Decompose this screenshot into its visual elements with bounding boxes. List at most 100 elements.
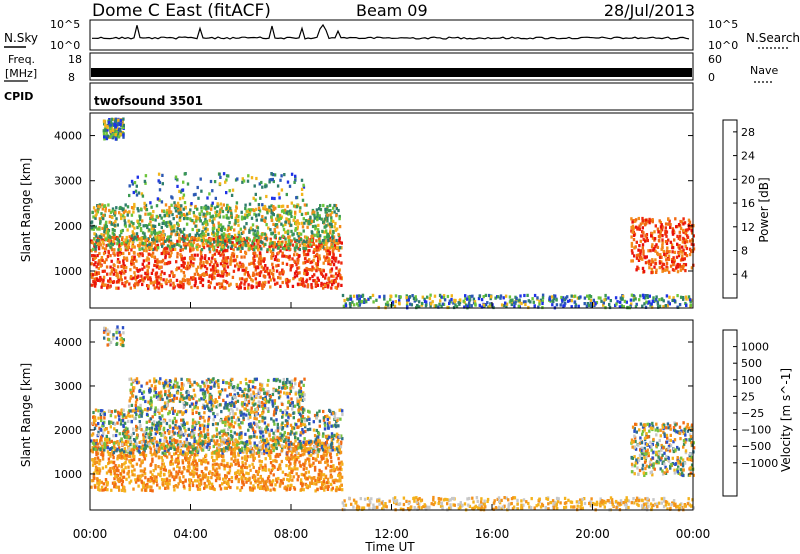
power-scatter-cell xyxy=(655,270,658,274)
velocity-scatter-cell xyxy=(204,459,208,464)
power-scatter-cell xyxy=(255,285,258,289)
power-scatter-cell xyxy=(671,230,674,234)
power-scatter-cell xyxy=(194,233,197,237)
power-scatter-cell xyxy=(160,225,163,230)
velocity-scatter-cell xyxy=(276,422,279,426)
velocity-scatter-cell xyxy=(236,486,239,490)
power-scatter-cell xyxy=(92,206,96,210)
power-scatter-cell xyxy=(295,274,299,278)
power-scatter-cell xyxy=(229,240,232,244)
velocity-scatter-cell xyxy=(135,462,139,466)
power-scatter-cell xyxy=(279,216,282,220)
velocity-scatter-cell xyxy=(308,441,311,445)
power-scatter-cell xyxy=(586,302,589,306)
power-scatter-cell xyxy=(225,234,228,238)
power-scatter-cell xyxy=(643,223,647,227)
power-scatter-cell xyxy=(204,234,207,238)
velocity-scatter-cell xyxy=(258,459,261,463)
power-scatter-cell xyxy=(645,221,648,225)
power-scatter-cell xyxy=(150,224,153,228)
power-scatter-cell xyxy=(455,305,459,309)
power-scatter-cell xyxy=(268,248,272,252)
power-scatter-cell xyxy=(277,217,281,222)
power-scatter-cell xyxy=(222,215,225,219)
power-scatter-cell xyxy=(101,203,104,207)
power-scatter-cell xyxy=(666,304,669,308)
power-scatter-cell xyxy=(511,300,514,304)
power-scatter-cell xyxy=(292,204,296,208)
velocity-scatter-cell xyxy=(101,466,105,470)
power-scatter-cell xyxy=(553,294,556,298)
power-scatter-cell xyxy=(663,268,666,272)
power-scatter-cell xyxy=(331,260,334,264)
power-scatter-cell xyxy=(195,219,198,223)
power-scatter-cell xyxy=(253,184,256,188)
velocity-scatter-cell xyxy=(247,448,250,453)
velocity-scatter-cell xyxy=(302,488,305,492)
power-scatter-cell xyxy=(279,276,282,280)
power-scatter-cell xyxy=(300,282,304,286)
power-scatter-cell xyxy=(126,239,129,243)
power-scatter-cell xyxy=(316,232,320,236)
velocity-scatter-cell xyxy=(319,472,322,476)
power-scatter-cell xyxy=(683,252,687,256)
velocity-scatter-cell xyxy=(301,483,304,487)
power-scatter-cell xyxy=(306,238,309,242)
velocity-scatter-cell xyxy=(163,472,166,476)
power-scatter-cell xyxy=(635,240,638,244)
velocity-scatter-cell xyxy=(260,479,264,483)
power-scatter-cell xyxy=(117,248,120,252)
power-scatter-cell xyxy=(313,273,316,277)
power-scatter-cell xyxy=(168,209,171,213)
power-scatter-cell xyxy=(176,255,179,259)
velocity-scatter-cell xyxy=(217,476,220,480)
power-scatter-cell xyxy=(135,259,138,263)
velocity-scatter-cell xyxy=(295,447,299,451)
power-scatter-cell xyxy=(499,294,503,298)
power-scatter-cell xyxy=(290,172,294,176)
power-scatter-cell xyxy=(120,241,124,245)
power-scatter-cell xyxy=(671,258,674,262)
velocity-scatter-cell xyxy=(264,463,267,467)
power-scatter-cell xyxy=(324,210,327,214)
power-scatter-cell xyxy=(208,218,211,223)
velocity-scatter-cell xyxy=(249,445,252,449)
power-scatter-cell xyxy=(471,294,474,298)
power-scatter-cell xyxy=(118,234,122,238)
power-scatter-cell xyxy=(257,248,260,252)
velocity-scatter-cell xyxy=(202,472,205,476)
power-scatter-cell xyxy=(98,240,101,244)
velocity-scatter-cell xyxy=(176,485,179,489)
power-scatter-cell xyxy=(110,259,113,263)
power-scatter-cell xyxy=(315,215,319,219)
power-scatter-cell xyxy=(510,302,513,307)
velocity-scatter-cell xyxy=(139,464,142,468)
power-scatter-cell xyxy=(235,284,239,288)
velocity-scatter-cell xyxy=(299,482,303,486)
velocity-scatter-cell xyxy=(167,442,170,446)
power-scatter-cell xyxy=(250,176,254,180)
power-scatter-cell xyxy=(574,304,577,309)
power-scatter-cell xyxy=(646,301,650,305)
velocity-scatter-cell xyxy=(198,474,201,478)
power-scatter-cell xyxy=(367,297,370,301)
velocity-scatter-cell xyxy=(331,486,334,490)
velocity-scatter-cell xyxy=(328,453,332,457)
velocity-scatter-cell xyxy=(122,453,125,457)
power-scatter-cell xyxy=(141,231,145,235)
power-scatter-cell xyxy=(672,296,675,300)
power-scatter-cell xyxy=(641,243,645,247)
power-scatter-cell xyxy=(246,213,249,217)
power-scatter-cell xyxy=(199,257,202,261)
power-scatter-cell xyxy=(209,179,213,184)
power-scatter-cell xyxy=(293,259,296,263)
power-scatter-cell xyxy=(100,258,103,262)
power-scatter-cell xyxy=(132,256,135,260)
power-scatter-cell xyxy=(253,248,256,252)
power-scatter-cell xyxy=(121,228,124,233)
velocity-scatter-cell xyxy=(224,480,227,484)
velocity-scatter-cell xyxy=(248,413,252,417)
power-scatter-cell xyxy=(144,224,148,228)
velocity-scatter-cell xyxy=(208,470,212,474)
power-scatter-cell xyxy=(221,259,224,263)
